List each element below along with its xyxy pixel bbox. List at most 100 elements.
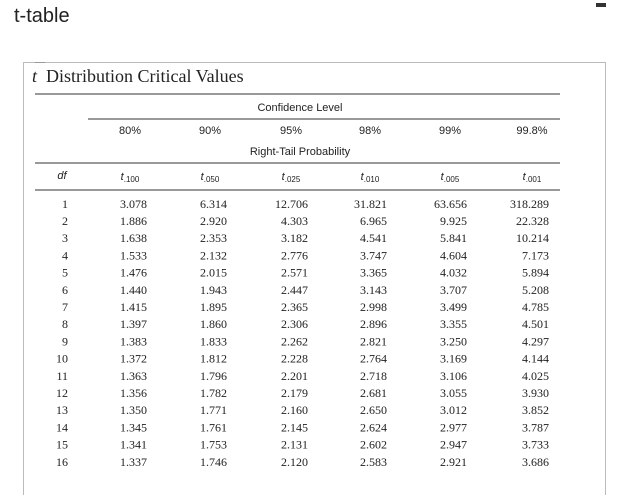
value-cell: 2.306 — [281, 317, 308, 331]
column-label: t.025 — [282, 171, 301, 184]
value-cell: 2.131 — [281, 438, 308, 452]
value-cell: 1.372 — [120, 352, 147, 366]
df-cell: 4 — [62, 248, 68, 262]
value-cell: 6.965 — [360, 214, 387, 228]
confidence-label: Confidence Level — [257, 102, 342, 114]
value-cell: 2.977 — [440, 420, 467, 434]
value-cell: 4.541 — [360, 231, 387, 245]
value-cell: 63.656 — [434, 197, 467, 211]
value-cell: 1.895 — [200, 300, 227, 314]
df-cell: 7 — [62, 300, 68, 314]
value-cell: 3.106 — [440, 369, 467, 383]
value-cell: 3.365 — [360, 266, 387, 280]
value-cell: 3.707 — [440, 283, 467, 297]
value-cell: 3.930 — [522, 386, 549, 400]
value-cell: 1.943 — [200, 283, 227, 297]
window-control[interactable] — [596, 3, 606, 7]
value-cell: 7.173 — [522, 248, 549, 262]
df-cell: 9 — [62, 334, 68, 348]
value-cell: 9.925 — [440, 214, 467, 228]
value-cell: 4.785 — [522, 300, 549, 314]
column-label: t.050 — [201, 171, 220, 184]
value-cell: 2.571 — [281, 266, 308, 280]
value-cell: 1.345 — [120, 420, 147, 434]
value-cell: 1.337 — [120, 455, 147, 469]
value-cell: 4.303 — [281, 214, 308, 228]
df-cell: 15 — [56, 438, 68, 452]
value-cell: 1.350 — [120, 403, 147, 417]
column-symbol: t — [523, 171, 527, 183]
value-cell: 5.208 — [522, 283, 549, 297]
value-cell: 1.638 — [120, 231, 147, 245]
df-label: df — [57, 170, 67, 182]
value-cell: 2.764 — [360, 352, 387, 366]
value-cell: 2.718 — [360, 369, 387, 383]
value-cell: 1.356 — [120, 386, 147, 400]
value-cell: 1.383 — [120, 334, 147, 348]
value-cell: 1.886 — [120, 214, 147, 228]
value-cell: 3.182 — [281, 231, 308, 245]
value-cell: 3.143 — [360, 283, 387, 297]
percent-label: 99% — [439, 125, 461, 137]
column-symbol: t — [201, 171, 205, 183]
value-cell: 2.365 — [281, 300, 308, 314]
df-cell: 14 — [56, 420, 68, 434]
table-frame — [23, 62, 606, 495]
df-cell: 6 — [62, 283, 68, 297]
value-cell: 4.604 — [440, 248, 467, 262]
value-cell: 2.650 — [360, 403, 387, 417]
column-label: t.005 — [441, 171, 460, 184]
value-cell: 3.733 — [522, 438, 549, 452]
value-cell: 2.179 — [281, 386, 308, 400]
value-cell: 2.228 — [281, 352, 308, 366]
column-symbol: t — [121, 171, 125, 183]
value-cell: 2.602 — [360, 438, 387, 452]
value-cell: 1.476 — [120, 266, 147, 280]
page-title: t-table — [14, 5, 70, 27]
df-cell: 11 — [56, 369, 68, 383]
value-cell: 3.012 — [440, 403, 467, 417]
column-symbol: t — [282, 171, 286, 183]
value-cell: 3.499 — [440, 300, 467, 314]
df-cell: 10 — [56, 352, 68, 366]
value-cell: 3.355 — [440, 317, 467, 331]
percent-label: 99.8% — [516, 125, 547, 137]
value-cell: 2.921 — [440, 455, 467, 469]
value-cell: 22.328 — [516, 214, 549, 228]
value-cell: 2.998 — [360, 300, 387, 314]
value-cell: 1.796 — [200, 369, 227, 383]
df-cell: 2 — [62, 214, 68, 228]
column-subscript: .050 — [204, 175, 220, 184]
value-cell: 1.533 — [120, 248, 147, 262]
df-cell: 5 — [62, 266, 68, 280]
value-cell: 1.415 — [120, 300, 147, 314]
value-cell: 3.686 — [522, 455, 549, 469]
df-cell: 13 — [56, 403, 68, 417]
value-cell: 2.920 — [200, 214, 227, 228]
value-cell: 1.440 — [120, 283, 147, 297]
column-subscript: .005 — [444, 175, 460, 184]
value-cell: 6.314 — [200, 197, 227, 211]
value-cell: 1.771 — [200, 403, 227, 417]
value-cell: 2.583 — [360, 455, 387, 469]
value-cell: 4.032 — [440, 266, 467, 280]
column-subscript: .025 — [285, 175, 301, 184]
percent-label: 80% — [119, 125, 141, 137]
value-cell: 2.015 — [200, 266, 227, 280]
value-cell: 1.812 — [200, 352, 227, 366]
value-cell: 31.821 — [354, 197, 387, 211]
value-cell: 4.501 — [522, 317, 549, 331]
value-cell: 2.132 — [200, 248, 227, 262]
df-cell: 12 — [56, 386, 68, 400]
value-cell: 2.262 — [281, 334, 308, 348]
value-cell: 2.821 — [360, 334, 387, 348]
df-cell: 16 — [56, 455, 68, 469]
value-cell: 2.447 — [281, 283, 308, 297]
value-cell: 1.753 — [200, 438, 227, 452]
column-label: t.001 — [523, 171, 542, 184]
percent-label: 95% — [280, 125, 302, 137]
value-cell: 318.289 — [510, 197, 549, 211]
percent-label: 98% — [359, 125, 381, 137]
